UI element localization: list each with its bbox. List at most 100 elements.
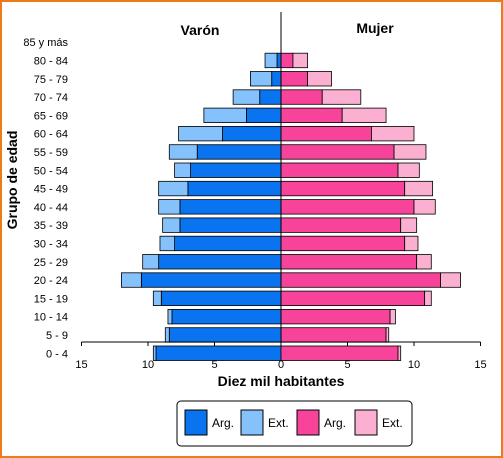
- bar-male-ext: [152, 345, 157, 361]
- legend-swatch: [296, 409, 320, 436]
- bar-male-ext: [178, 126, 223, 142]
- y-tick-label: 80 - 84: [34, 55, 68, 67]
- bar-female-ext: [397, 162, 420, 178]
- bar-male-ext: [250, 71, 273, 87]
- y-tick-label: 85 y más: [23, 37, 68, 49]
- x-tick-label: 15: [75, 359, 87, 371]
- x-tick-label: 5: [344, 359, 350, 371]
- male-title: Varón: [181, 22, 220, 38]
- x-tick-label: 10: [142, 359, 154, 371]
- bar-female-ext: [341, 107, 387, 123]
- bar-male-arg: [158, 254, 282, 270]
- bar-female-ext: [292, 52, 309, 69]
- y-tick-label: 35 - 39: [34, 220, 68, 232]
- y-tick-label: 40 - 44: [34, 202, 68, 214]
- x-tick-label: 15: [474, 359, 486, 371]
- bar-male-arg: [179, 199, 282, 215]
- bar-female-ext: [416, 254, 432, 270]
- y-tick-label: 10 - 14: [34, 312, 68, 324]
- bar-female-arg: [280, 290, 426, 307]
- bar-female-ext: [413, 199, 436, 215]
- legend-swatch: [184, 409, 208, 436]
- bar-female-arg: [280, 162, 399, 178]
- y-tick-label: 50 - 54: [34, 165, 68, 177]
- bar-male-ext: [142, 254, 160, 270]
- bar-female-arg: [280, 52, 294, 69]
- bar-male-arg: [222, 126, 282, 142]
- bar-female-arg: [280, 235, 406, 252]
- x-tick-label: 5: [211, 359, 217, 371]
- x-ticks-group: 15 10 5 0 5 10 15: [75, 342, 487, 371]
- bar-female-ext: [440, 272, 461, 288]
- bar-female-ext: [397, 345, 402, 361]
- bar-male-arg: [259, 89, 282, 105]
- bar-male-ext: [164, 327, 170, 343]
- bar-male-arg: [187, 180, 282, 197]
- bar-male-arg: [196, 144, 282, 160]
- bar-male-arg: [276, 52, 282, 69]
- bar-male-arg: [179, 217, 282, 233]
- bar-female-arg: [280, 107, 343, 123]
- x-tick-label: 0: [278, 359, 284, 371]
- bar-female-ext: [371, 126, 415, 142]
- bar-male-ext: [159, 235, 176, 252]
- y-tick-label: 65 - 69: [34, 110, 68, 122]
- y-tick-label: 5 - 9: [46, 330, 68, 342]
- bar-female-ext: [424, 290, 432, 307]
- legend-label: Arg.: [324, 416, 346, 430]
- y-tick-label: 75 - 79: [34, 74, 68, 86]
- y-tick-label: 70 - 74: [34, 92, 68, 104]
- bar-female-ext: [404, 235, 419, 252]
- legend-swatch: [240, 409, 264, 436]
- bar-female-arg: [280, 345, 399, 361]
- bar-female-arg: [280, 217, 402, 233]
- bar-male-ext: [152, 290, 162, 307]
- bar-female-ext: [393, 144, 427, 160]
- bar-female-arg: [280, 89, 323, 105]
- bar-male-ext: [158, 180, 189, 197]
- bar-male-ext: [232, 89, 261, 105]
- y-tick-label: 45 - 49: [34, 184, 68, 196]
- bar-male-arg: [171, 308, 282, 325]
- bar-male-arg: [174, 235, 282, 252]
- bar-female-ext: [321, 89, 362, 105]
- legend-box: [176, 400, 413, 447]
- bars-group: [121, 52, 461, 361]
- bar-male-arg: [190, 162, 282, 178]
- bar-male-ext: [162, 217, 181, 233]
- x-tick-label: 10: [408, 359, 420, 371]
- y-tick-label: 0 - 4: [46, 348, 68, 360]
- bar-female-ext: [307, 71, 332, 87]
- bar-male-arg: [155, 345, 282, 361]
- bar-female-arg: [280, 254, 418, 270]
- bar-male-arg: [271, 71, 282, 87]
- y-tick-label: 20 - 24: [34, 275, 68, 287]
- legend-swatch: [354, 409, 378, 436]
- bar-male-arg: [160, 290, 282, 307]
- bar-male-ext: [158, 199, 181, 215]
- y-axis-label: Grupo de edad: [4, 131, 20, 230]
- bar-male-arg: [168, 327, 282, 343]
- bar-female-ext: [385, 327, 390, 343]
- y-tick-label: 15 - 19: [34, 293, 68, 305]
- bar-female-arg: [280, 71, 309, 87]
- bar-female-arg: [280, 199, 415, 215]
- y-tick-label: 55 - 59: [34, 147, 68, 159]
- bar-female-arg: [280, 327, 387, 343]
- bar-female-arg: [280, 180, 406, 197]
- bar-female-ext: [404, 180, 434, 197]
- legend-label: Arg.: [212, 416, 234, 430]
- y-ticks-group: 0 - 4 5 - 9 10 - 14 15 - 19 20 - 24 25 - 29 30…: [23, 37, 68, 360]
- bar-male-ext: [168, 144, 198, 160]
- y-tick-label: 25 - 29: [34, 257, 68, 269]
- x-axis-label: Diez mil habitantes: [218, 373, 345, 389]
- legend-label: Ext.: [268, 416, 289, 430]
- y-tick-label: 30 - 34: [34, 238, 68, 250]
- bar-female-arg: [280, 126, 372, 142]
- legend: Arg. Ext. Arg. Ext.: [176, 400, 413, 447]
- bar-female-ext: [389, 308, 396, 325]
- bar-female-arg: [280, 272, 442, 288]
- bar-male-ext: [203, 107, 247, 123]
- bar-male-ext: [264, 52, 278, 69]
